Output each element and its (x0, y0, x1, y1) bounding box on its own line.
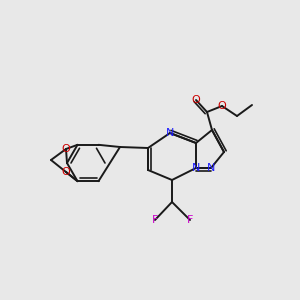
Text: F: F (187, 215, 193, 225)
Text: O: O (192, 95, 200, 105)
Text: N: N (192, 163, 200, 173)
Text: O: O (61, 167, 70, 177)
Text: N: N (207, 163, 215, 173)
Text: N: N (166, 128, 174, 138)
Text: F: F (152, 215, 158, 225)
Text: O: O (218, 101, 226, 111)
Text: O: O (61, 144, 70, 154)
